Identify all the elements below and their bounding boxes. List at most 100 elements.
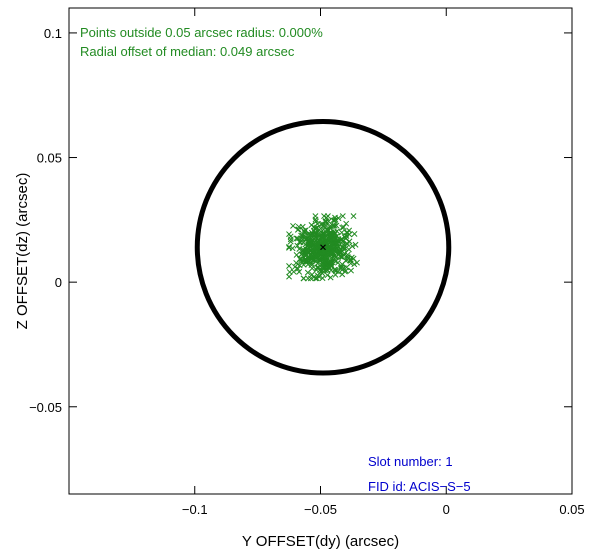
x-tick-label: −0.05	[304, 502, 337, 517]
data-point	[321, 258, 328, 265]
data-point	[344, 253, 351, 260]
data-point	[296, 268, 303, 275]
data-point	[305, 261, 312, 268]
radius-circle	[194, 119, 452, 376]
median-marker	[320, 244, 326, 251]
data-point	[301, 252, 308, 259]
radial-offset-annotation: Radial offset of median: 0.049 arcsec	[80, 44, 295, 59]
data-point	[332, 214, 338, 221]
y-tick-label: 0.1	[44, 26, 62, 41]
y-axis-ticks: −0.05 0 0.05 0.1	[29, 26, 572, 415]
data-point	[316, 273, 323, 280]
data-point	[307, 275, 314, 282]
data-point	[345, 246, 352, 253]
data-point	[340, 241, 347, 248]
data-point	[334, 259, 341, 266]
x-axis-title: Y OFFSET(dy) (arcsec)	[242, 533, 399, 550]
data-point	[286, 231, 293, 238]
data-point	[295, 223, 302, 230]
data-point	[319, 236, 326, 242]
data-point	[293, 235, 300, 242]
data-point	[330, 217, 337, 224]
x-tick-label: 0	[443, 502, 450, 517]
data-point	[341, 268, 348, 275]
data-point	[292, 263, 298, 270]
y-tick-label: −0.05	[29, 400, 62, 415]
points-outside-annotation: Points outside 0.05 arcsec radius: 0.000…	[80, 25, 323, 40]
data-point	[286, 243, 293, 250]
data-point	[354, 259, 360, 266]
fid-id-annotation: FID id: ACIS−S−5	[368, 479, 471, 494]
data-point	[343, 220, 350, 227]
data-point	[328, 240, 335, 247]
data-point	[319, 220, 326, 227]
data-point	[346, 227, 353, 234]
data-point	[340, 224, 347, 231]
data-point	[310, 274, 317, 281]
data-point	[286, 263, 293, 269]
data-point	[313, 251, 320, 258]
data-point	[300, 275, 307, 282]
data-point	[294, 242, 301, 249]
data-point	[293, 259, 300, 266]
data-point	[337, 265, 344, 272]
data-point	[350, 213, 357, 220]
data-point	[324, 272, 331, 279]
data-point	[287, 238, 294, 245]
data-point	[309, 231, 316, 238]
data-point	[322, 219, 329, 226]
data-point	[314, 235, 321, 242]
data-point	[305, 275, 312, 282]
data-point	[289, 245, 296, 252]
data-point	[333, 240, 340, 247]
y-tick-label: 0.05	[37, 151, 62, 166]
data-point	[300, 246, 307, 253]
data-point	[296, 262, 303, 269]
data-point	[307, 241, 313, 247]
x-axis-ticks: −0.1 −0.05 0 0.05	[182, 8, 585, 517]
data-point	[315, 264, 322, 271]
data-point	[326, 237, 333, 244]
data-point	[328, 267, 335, 274]
data-point	[313, 253, 320, 260]
data-point	[303, 252, 310, 259]
data-point	[290, 268, 297, 275]
data-point	[286, 273, 293, 280]
data-point	[312, 218, 319, 225]
data-point	[317, 268, 324, 275]
data-point	[348, 267, 354, 274]
data-point	[328, 229, 335, 236]
data-point	[351, 230, 358, 237]
data-point	[301, 229, 308, 236]
data-point	[337, 250, 344, 257]
data-point	[302, 258, 309, 265]
data-point	[335, 236, 342, 243]
data-point	[331, 231, 338, 238]
data-point	[287, 236, 294, 243]
data-point	[339, 254, 346, 260]
data-point	[329, 243, 336, 250]
data-point	[328, 223, 334, 230]
data-point	[338, 229, 345, 236]
data-point	[294, 235, 301, 242]
radius-circle-layer	[194, 119, 452, 376]
data-point	[318, 254, 325, 260]
median-marker-layer	[320, 244, 326, 251]
data-point	[343, 264, 350, 271]
slot-number-annotation: Slot number: 1	[368, 454, 453, 469]
y-axis-title: Z OFFSET(dz) (arcsec)	[14, 173, 31, 330]
data-point	[312, 216, 319, 223]
data-point	[324, 249, 331, 256]
data-point	[301, 234, 308, 241]
data-point	[290, 222, 297, 229]
data-point	[311, 225, 318, 232]
data-point	[327, 274, 334, 281]
data-point	[313, 244, 320, 251]
data-point	[352, 241, 359, 248]
data-point	[342, 245, 349, 252]
data-point	[308, 253, 315, 260]
x-tick-label: −0.1	[182, 502, 208, 517]
data-point	[332, 254, 339, 261]
